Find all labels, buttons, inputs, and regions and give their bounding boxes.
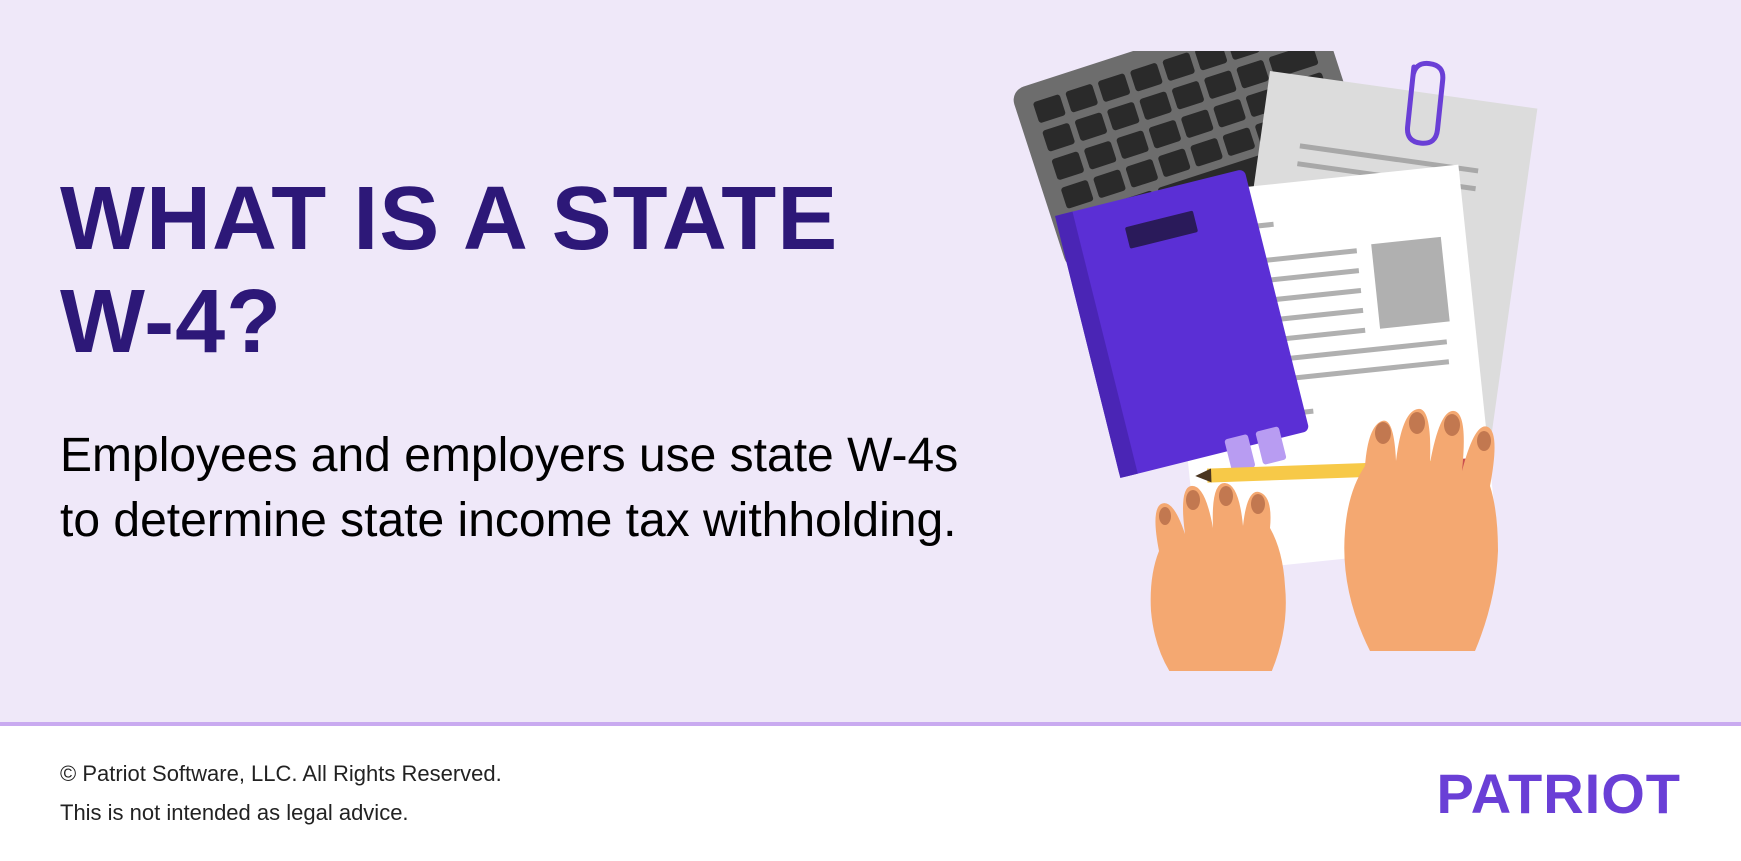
body-text: Employees and employers use state W-4s t… (60, 424, 960, 554)
hand-left-icon (1151, 483, 1286, 671)
brand-logo: PATRIOT (1437, 761, 1681, 826)
disclaimer-text: This is not intended as legal advice. (60, 793, 502, 833)
text-block: WHAT IS A STATE W-4? Employees and emplo… (60, 168, 960, 554)
copyright-text: © Patriot Software, LLC. All Rights Rese… (60, 754, 502, 794)
footer-text-block: © Patriot Software, LLC. All Rights Rese… (60, 754, 502, 833)
illustration (960, 51, 1580, 671)
main-panel: WHAT IS A STATE W-4? Employees and emplo… (0, 0, 1741, 722)
illustration-svg (960, 51, 1580, 671)
heading: WHAT IS A STATE W-4? (60, 168, 960, 374)
footer: © Patriot Software, LLC. All Rights Rese… (0, 726, 1741, 861)
